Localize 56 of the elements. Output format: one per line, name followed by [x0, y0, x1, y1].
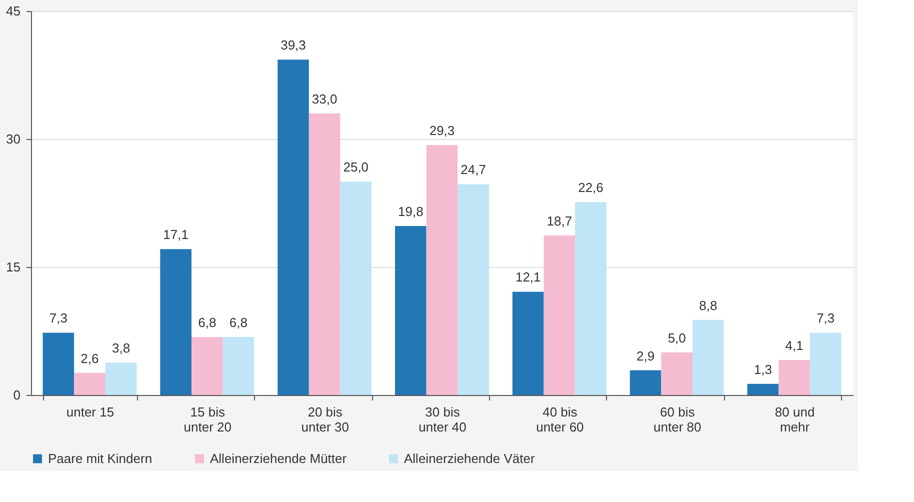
y-tick-label: 30	[6, 132, 20, 146]
bar	[810, 332, 842, 395]
bar	[340, 182, 372, 395]
data-label: 12,1	[515, 270, 541, 285]
bar	[747, 384, 779, 395]
bar	[160, 249, 192, 395]
bar	[692, 320, 724, 395]
data-label: 8,8	[699, 298, 718, 313]
bar	[544, 235, 576, 395]
x-tick-label: unter 15	[66, 404, 114, 420]
data-label: 5,0	[668, 330, 686, 346]
bar	[426, 144, 458, 395]
x-tick-label: 30 bis unter 40	[418, 404, 466, 434]
bar	[278, 60, 309, 395]
x-tick-label: 20 bis unter 30	[301, 404, 349, 434]
data-label: 2,9	[636, 348, 655, 364]
x-tick-label: 40 bis unter 60	[536, 404, 584, 434]
bar	[778, 360, 810, 395]
data-label: 6,8	[198, 314, 216, 330]
x-tick-label: 60 bis unter 80	[654, 404, 702, 434]
bar	[191, 336, 223, 395]
data-label: 29,3	[429, 122, 455, 138]
data-label: 25,0	[343, 160, 369, 175]
data-label: 4,1	[785, 338, 804, 354]
y-tick-label: 45	[6, 4, 20, 18]
bar	[458, 184, 489, 395]
data-label: 1,3	[754, 362, 772, 377]
data-label: 22,6	[578, 180, 604, 196]
legend-label: Paare mit Kindern	[48, 450, 152, 466]
data-label: 18,7	[546, 213, 572, 228]
bar	[512, 292, 544, 395]
x-tick-label: 15 bis unter 20	[184, 404, 232, 434]
data-label: 19,8	[398, 204, 424, 220]
bar	[308, 113, 340, 395]
data-label: 7,3	[49, 310, 68, 326]
data-label: 17,1	[163, 227, 188, 242]
data-label: 6,8	[229, 314, 248, 330]
bar	[395, 226, 426, 395]
data-label: 2,6	[80, 350, 99, 366]
bar	[42, 332, 74, 395]
bar	[630, 370, 662, 395]
data-label: 7,3	[816, 310, 835, 326]
x-tick-label: 80 und mehr	[774, 404, 815, 434]
data-label: 33,0	[312, 91, 338, 106]
legend-label: Alleinerziehende Mütter	[210, 450, 348, 466]
legend-label: Alleinerziehende Väter	[404, 450, 536, 466]
data-label: 24,7	[460, 162, 486, 178]
bar	[661, 352, 693, 395]
data-label: 3,8	[112, 340, 130, 356]
y-tick-label: 15	[6, 260, 20, 274]
y-tick-label: 0	[13, 388, 20, 402]
bar	[575, 202, 606, 395]
bar	[222, 336, 254, 395]
bar	[74, 372, 106, 395]
bar	[105, 362, 137, 395]
data-label: 39,3	[280, 38, 306, 53]
